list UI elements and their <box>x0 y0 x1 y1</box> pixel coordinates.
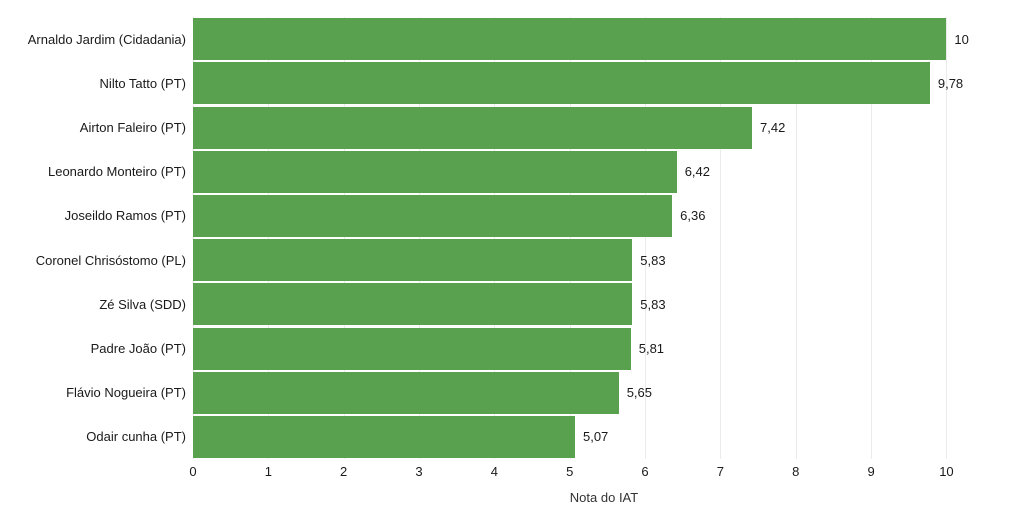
gridline <box>419 17 421 459</box>
bar-row: 7,42 <box>193 105 1015 149</box>
gridline <box>720 17 722 459</box>
bar <box>193 150 677 193</box>
bar-row: 5,83 <box>193 238 1015 282</box>
gridline <box>795 17 797 459</box>
bar-row: 9,78 <box>193 61 1015 105</box>
x-tick-label: 8 <box>792 464 800 479</box>
bar <box>193 371 619 414</box>
x-tick-label: 2 <box>340 464 348 479</box>
x-tick-label: 1 <box>264 464 272 479</box>
x-tick-label: 3 <box>415 464 423 479</box>
x-tick-label: 6 <box>641 464 649 479</box>
x-tick-label: 9 <box>867 464 875 479</box>
category-label: Joseildo Ramos (PT) <box>64 208 186 224</box>
category-label: Airton Faleiro (PT) <box>79 120 186 135</box>
x-tick-label: 0 <box>189 464 197 479</box>
x-axis-title: Nota do IAT <box>569 490 639 505</box>
gridline <box>946 17 948 459</box>
gridlines <box>193 17 1015 459</box>
category-label: Arnaldo Jardim (Cidadania) <box>27 31 186 47</box>
category-labels: Arnaldo Jardim (Cidadania) Nilto Tatto (P… <box>0 17 186 459</box>
bar <box>193 283 633 326</box>
category-label: Nilto Tatto (PT) <box>99 75 186 91</box>
bar <box>193 106 753 149</box>
gridline <box>268 17 270 459</box>
value-label: 9,78 <box>937 75 964 91</box>
category-label: Padre João (PT) <box>90 341 186 357</box>
bar-row: 5,07 <box>193 415 1015 459</box>
category-label: Coronel Chrisóstomo (PL) <box>35 252 186 268</box>
gridline <box>343 17 345 459</box>
bar <box>193 415 575 458</box>
category-label: Zé Silva (SDD) <box>99 296 186 312</box>
bar-row: 5,65 <box>193 371 1015 415</box>
gridline <box>871 17 873 459</box>
x-tick-label: 10 <box>939 464 954 479</box>
bar-row: 5,83 <box>193 282 1015 326</box>
bar-row: 6,36 <box>193 194 1015 238</box>
x-tick-label: 7 <box>716 464 725 479</box>
x-axis: 0 1 2 3 4 5 6 7 8 9 10 <box>189 464 1015 480</box>
bar-row: 10 <box>193 17 1015 61</box>
gridline <box>645 17 647 459</box>
x-tick-label: 5 <box>566 464 574 479</box>
value-label: 5,83 <box>640 252 666 268</box>
value-label: 5,07 <box>582 429 609 445</box>
category-label: Flávio Nogueira (PT) <box>66 385 186 401</box>
bar <box>193 62 930 105</box>
bar-row: 6,42 <box>193 150 1015 194</box>
gridline <box>193 17 194 459</box>
value-label: 6,36 <box>680 208 706 224</box>
gridline <box>494 17 496 459</box>
bar <box>193 18 947 61</box>
bar <box>193 239 633 282</box>
bar <box>193 194 673 237</box>
category-label: Leonardo Monteiro (PT) <box>47 164 186 180</box>
bar <box>193 327 631 370</box>
value-label: 5,65 <box>626 385 652 401</box>
value-label: 7,42 <box>760 120 786 135</box>
x-tick-label: 4 <box>490 464 498 479</box>
plot-area: 10 9,78 7,42 6,42 6,36 5,83 5,83 5,81 5,65 5,07 <box>193 17 1015 459</box>
bar-rows: 10 9,78 7,42 6,42 6,36 5,83 5,83 5,81 5,65 5,07 <box>193 17 1015 459</box>
value-label: 5,83 <box>640 296 666 312</box>
gridline <box>569 17 571 459</box>
value-label: 10 <box>954 31 969 47</box>
value-label: 6,42 <box>684 164 711 180</box>
value-label: 5,81 <box>638 341 665 357</box>
bar-row: 5,81 <box>193 326 1015 370</box>
category-label: Odair cunha (PT) <box>86 429 186 445</box>
